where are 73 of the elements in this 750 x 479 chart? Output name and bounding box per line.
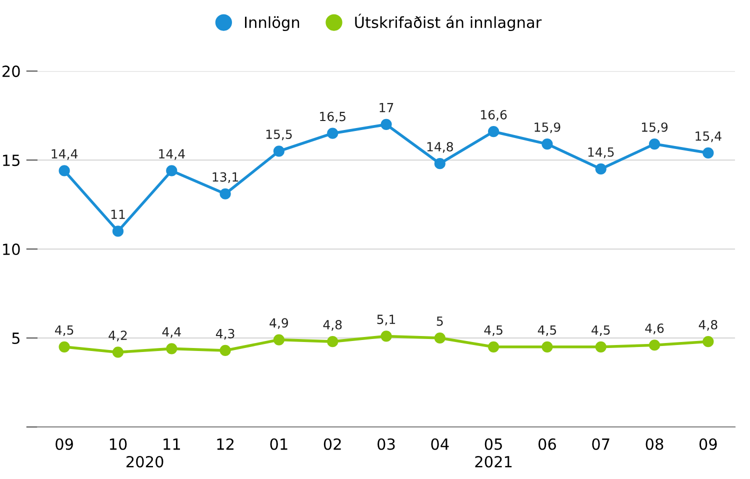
data-label: 14,4 xyxy=(159,149,185,160)
data-label: 4,5 xyxy=(484,325,502,336)
y-tick-label: 15 xyxy=(3,154,20,166)
point xyxy=(702,147,714,158)
data-label: 15,4 xyxy=(696,132,722,142)
data-label: 15,5 xyxy=(266,130,292,140)
x-tick-label: 02 xyxy=(324,438,341,450)
point xyxy=(327,336,338,348)
point xyxy=(112,226,124,237)
point xyxy=(327,128,338,139)
data-label: 17 xyxy=(380,103,394,112)
x-tick-label: 09 xyxy=(699,438,717,450)
text: 2021 xyxy=(475,456,512,468)
y-tick-label: 20 xyxy=(2,66,20,78)
data-label: 4,5 xyxy=(55,325,74,336)
data-label: 16,6 xyxy=(481,110,507,121)
data-label: 15,9 xyxy=(534,122,560,134)
x-tick-label: 09 xyxy=(56,438,73,450)
point xyxy=(166,343,178,354)
x-tick-label: 12 xyxy=(217,438,234,450)
x-tick-label: 04 xyxy=(431,438,449,450)
x-tick-label: 03 xyxy=(378,438,395,450)
point xyxy=(595,341,606,352)
data-label: 4,6 xyxy=(645,324,664,334)
text: 2020 xyxy=(126,456,164,468)
data-label: 5 xyxy=(436,316,443,326)
point xyxy=(273,146,284,157)
x-tick-label: 10 xyxy=(110,438,127,450)
x-tick-label: 01 xyxy=(270,438,288,450)
data-label: 5,1 xyxy=(377,314,396,326)
point xyxy=(58,341,70,352)
legend-label: Útskrifaðist án innlagnar xyxy=(355,14,542,32)
x-tick-label: 08 xyxy=(646,438,664,450)
point xyxy=(380,330,392,342)
data-label: 4,8 xyxy=(323,320,342,331)
data-label: 4,3 xyxy=(216,328,234,340)
point xyxy=(648,340,660,351)
x-tick-label: 07 xyxy=(592,438,610,450)
data-label: 16,5 xyxy=(320,112,346,122)
y-tick-label: 10 xyxy=(3,243,20,256)
x-tick-label: 05 xyxy=(484,438,502,450)
data-label: 4,5 xyxy=(592,325,610,336)
data-label: 4,4 xyxy=(162,327,181,338)
point xyxy=(434,332,446,344)
legend-label: Innlögn xyxy=(245,16,300,32)
point xyxy=(648,138,660,150)
point xyxy=(58,165,70,176)
point xyxy=(542,138,553,150)
data-label: 4,5 xyxy=(538,325,556,336)
data-label: 15,9 xyxy=(642,122,668,134)
point xyxy=(220,344,231,356)
data-label: 13,1 xyxy=(212,172,238,183)
point xyxy=(273,334,284,346)
point xyxy=(220,188,231,200)
point xyxy=(488,341,500,352)
point xyxy=(112,346,124,358)
data-label: 11 xyxy=(111,210,125,219)
point xyxy=(434,158,446,170)
y-tick-label: 5 xyxy=(12,332,20,344)
point xyxy=(542,341,553,352)
x-tick-label: 11 xyxy=(164,438,180,450)
data-label: 4,2 xyxy=(108,330,127,342)
data-label: 14,8 xyxy=(427,142,453,153)
data-label: 14,4 xyxy=(52,149,78,160)
point xyxy=(380,118,392,130)
point xyxy=(595,163,606,175)
point xyxy=(702,336,714,348)
data-label: 4,8 xyxy=(698,320,718,331)
data-label: 4,9 xyxy=(270,318,288,329)
point xyxy=(166,165,178,176)
point xyxy=(488,126,500,138)
x-tick-label: 06 xyxy=(538,438,556,450)
data-label: 14,5 xyxy=(588,148,614,158)
